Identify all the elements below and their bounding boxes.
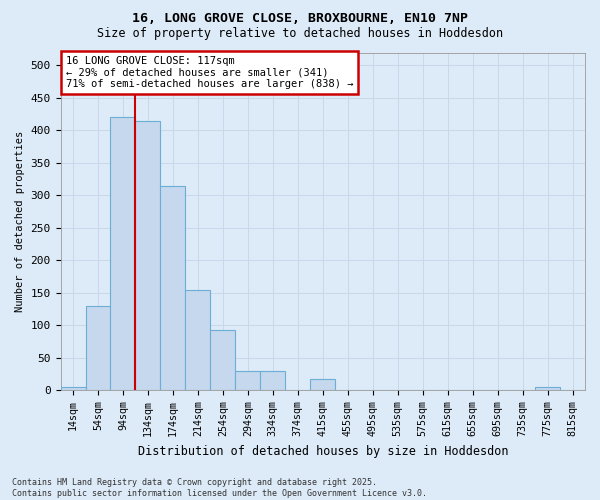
Bar [136, 120, 160, 390]
X-axis label: Distribution of detached houses by size in Hoddesdon: Distribution of detached houses by size … [137, 444, 508, 458]
Text: 16, LONG GROVE CLOSE, BROXBOURNE, EN10 7NP: 16, LONG GROVE CLOSE, BROXBOURNE, EN10 7… [132, 12, 468, 26]
Text: Size of property relative to detached houses in Hoddesdon: Size of property relative to detached ho… [97, 28, 503, 40]
Bar [260, 371, 286, 390]
Bar [235, 371, 260, 390]
Bar [535, 387, 560, 390]
Bar [110, 118, 136, 390]
Bar [310, 378, 335, 390]
Text: Contains HM Land Registry data © Crown copyright and database right 2025.
Contai: Contains HM Land Registry data © Crown c… [12, 478, 427, 498]
Bar [61, 387, 86, 390]
Bar [211, 330, 235, 390]
Bar [185, 290, 211, 390]
Y-axis label: Number of detached properties: Number of detached properties [15, 131, 25, 312]
Bar [160, 186, 185, 390]
Bar [86, 306, 110, 390]
Text: 16 LONG GROVE CLOSE: 117sqm
← 29% of detached houses are smaller (341)
71% of se: 16 LONG GROVE CLOSE: 117sqm ← 29% of det… [66, 56, 353, 89]
